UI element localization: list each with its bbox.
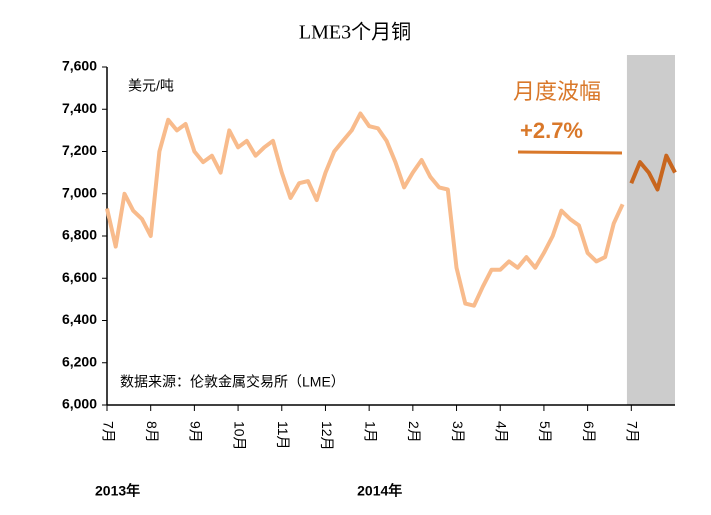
chart-title: LME3个月铜 — [299, 21, 411, 44]
annotation-line — [517, 150, 623, 155]
x-tick-label: 8月 — [144, 421, 160, 443]
y-tick-label: 6,600 — [62, 269, 97, 285]
y-tick-label: 7,600 — [62, 58, 97, 74]
x-tick-label: 10月 — [231, 421, 247, 451]
annotation: +2.7% — [520, 118, 583, 143]
y-tick-label: 6,800 — [62, 227, 97, 243]
y-tick-label: 7,200 — [62, 142, 97, 158]
y-tick-label: 7,000 — [62, 184, 97, 200]
highlight-region — [626, 55, 675, 405]
y-tick-label: 6,200 — [62, 353, 97, 369]
y-tick-label: 6,400 — [62, 311, 97, 327]
x-tick-label: 1月 — [362, 421, 378, 443]
x-tick-label: 3月 — [450, 421, 466, 443]
x-tick-label: 12月 — [319, 421, 335, 451]
x-tick-label: 2月 — [406, 421, 422, 443]
x-tick-label: 7月 — [625, 421, 641, 443]
source-note: 数据来源：伦敦金属交易所（LME） — [120, 374, 345, 390]
y-tick-label: 7,400 — [62, 100, 97, 116]
year-label: 2014年 — [357, 483, 402, 499]
x-tick-label: 7月 — [100, 421, 116, 443]
x-tick-label: 11月 — [275, 421, 291, 450]
x-tick-label: 6月 — [581, 421, 597, 443]
unit-label: 美元/吨 — [128, 78, 174, 94]
data-line — [105, 111, 625, 308]
x-tick-label: 9月 — [188, 421, 204, 443]
year-label: 2013年 — [95, 483, 140, 499]
x-tick-label: 4月 — [494, 421, 510, 443]
data-line — [629, 153, 677, 192]
annotation: 月度波幅 — [513, 79, 601, 104]
x-tick-label: 5月 — [537, 421, 553, 443]
y-tick-label: 6,000 — [62, 396, 97, 412]
